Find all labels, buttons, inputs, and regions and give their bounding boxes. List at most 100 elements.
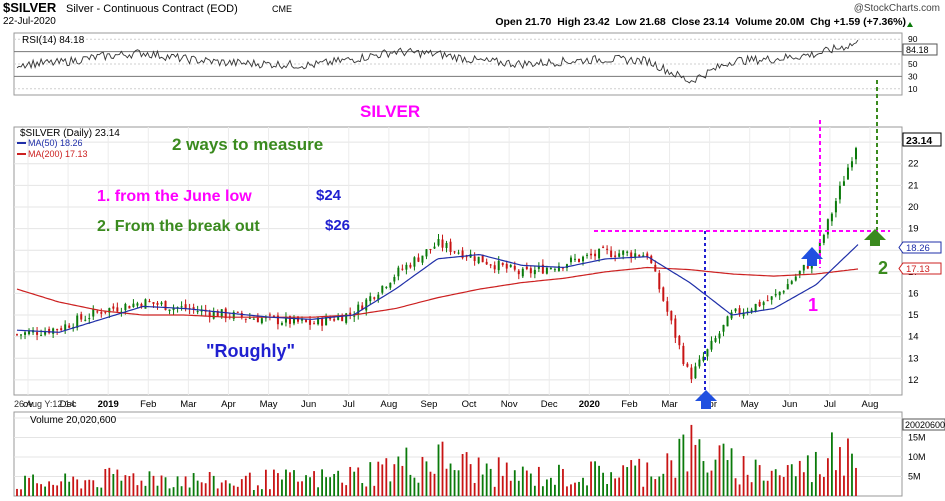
volume-bar: [654, 479, 657, 496]
price-candle-body: [714, 338, 717, 342]
price-candle-body: [329, 317, 332, 320]
price-candle-body: [461, 250, 464, 259]
volume-bar: [574, 482, 576, 496]
volume-bar: [417, 482, 420, 496]
volume-bar: [369, 462, 372, 496]
price-candle-body: [196, 311, 199, 313]
volume-bar: [120, 480, 123, 496]
volume-bar: [273, 469, 275, 496]
price-candle-body: [284, 316, 287, 323]
price-candle-body: [790, 281, 793, 284]
ma50-line: [16, 244, 859, 333]
volume-bar: [116, 469, 119, 496]
price-candle-body: [750, 309, 753, 313]
price-candle-body: [590, 253, 593, 256]
ma200-line: [16, 266, 859, 318]
volume-bar: [176, 476, 179, 496]
chart-name: Silver - Continuous Contract (EOD): [66, 3, 238, 15]
volume-bar: [730, 448, 733, 496]
volume-bar: [582, 477, 584, 496]
price-candle-body: [437, 239, 440, 246]
arrow-up-icon: [801, 247, 823, 266]
price-candle-body: [457, 252, 460, 254]
price-candle-body: [778, 291, 781, 296]
crosshair-readout: 26 Aug Y:12.14: [14, 399, 75, 409]
price-candle-body: [481, 254, 484, 263]
price-tick-label: 13: [908, 353, 919, 364]
price-candle-body: [770, 296, 773, 300]
price-candle-body: [160, 302, 163, 305]
price-candle-body: [176, 307, 179, 309]
volume-bar: [610, 472, 613, 496]
price-candle-body: [184, 304, 187, 310]
x-tick-label: Dec: [60, 399, 77, 410]
price-candle-body: [28, 330, 31, 335]
volume-bar: [658, 476, 661, 496]
price-candle-body: [606, 248, 609, 250]
x-tick-label: 2020: [579, 399, 600, 410]
price-candle-body: [425, 249, 428, 257]
volume-bar: [550, 477, 552, 496]
price-candle-body: [754, 303, 757, 312]
volume-bar: [814, 451, 817, 496]
price-candle-body: [846, 167, 849, 180]
volume-bar: [192, 473, 195, 496]
x-tick-label: Oct: [462, 399, 477, 410]
price-candle-body: [662, 287, 665, 301]
volume-bar: [264, 469, 267, 496]
volume-bar: [441, 441, 444, 496]
roughly-text: "Roughly": [206, 341, 295, 361]
price-candle-body: [220, 309, 223, 317]
price-candle-body: [104, 311, 107, 313]
price-candle-body: [20, 334, 23, 336]
volume-bar: [831, 432, 833, 496]
volume-bar: [248, 472, 251, 496]
marker-2: 2: [878, 258, 888, 278]
price-tick-label: 22: [908, 159, 919, 170]
price-candle-body: [782, 291, 785, 293]
price-candle-body: [36, 332, 39, 335]
volume-bar: [469, 464, 472, 496]
price-candle-body: [268, 314, 271, 316]
price-candle-body: [602, 246, 605, 248]
ma50-legend: MA(50) 18.26: [28, 138, 83, 148]
price-candle-body: [630, 252, 633, 258]
volume-bar: [851, 453, 853, 496]
price-candle-body: [236, 311, 239, 313]
volume-bar: [762, 480, 765, 496]
price-candle-body: [670, 310, 673, 321]
price-candle-body: [256, 317, 259, 323]
volume-bar: [734, 478, 737, 496]
price-candle-body: [718, 333, 721, 339]
volume-bar: [670, 460, 673, 496]
volume-bar: [525, 470, 528, 496]
price-candle-body: [694, 366, 697, 379]
price-candle-body: [325, 316, 328, 326]
x-tick-label: Aug: [862, 399, 879, 410]
breakout-text: 2. From the break out: [97, 218, 260, 235]
price-candle-body: [128, 305, 131, 309]
price-candle-body: [385, 286, 388, 288]
price-candle-body: [766, 300, 769, 302]
price-candle-body: [48, 328, 51, 334]
price-candle-body: [557, 266, 560, 271]
price-candle-body: [224, 308, 227, 319]
price-candle-body: [84, 319, 87, 321]
volume-bar: [706, 472, 709, 496]
price-candle-body: [529, 268, 532, 274]
volume-bar: [297, 481, 299, 496]
price-candle-body: [541, 264, 544, 274]
volume-bar: [847, 438, 849, 496]
price-tick-label: 14: [908, 332, 919, 343]
price-candle-body: [537, 265, 540, 269]
price-candle-body: [124, 303, 127, 311]
x-tick-label: Jul: [343, 399, 355, 410]
volume-bar: [806, 455, 809, 496]
price-candle-body: [341, 315, 344, 322]
price-candle-body: [40, 334, 43, 336]
price-candle-body: [678, 335, 681, 346]
volume-bar: [373, 485, 376, 496]
price-candle-body: [674, 318, 677, 338]
x-tick-label: May: [741, 399, 759, 410]
volume-bar: [477, 457, 480, 496]
